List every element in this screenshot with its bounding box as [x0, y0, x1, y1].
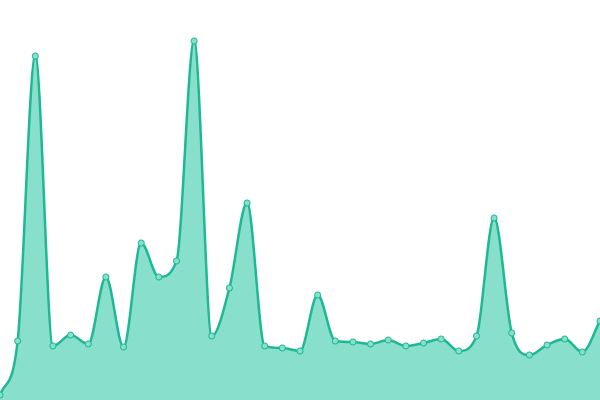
point	[561, 335, 569, 343]
area	[0, 41, 600, 400]
point	[455, 347, 463, 355]
point	[490, 214, 498, 222]
point	[0, 391, 4, 399]
point	[525, 351, 533, 359]
point	[102, 273, 110, 281]
point	[420, 339, 428, 347]
point	[596, 317, 600, 325]
point	[402, 342, 410, 350]
point	[208, 332, 216, 340]
point	[578, 348, 586, 356]
point	[84, 340, 92, 348]
point	[67, 331, 75, 339]
point	[137, 239, 145, 247]
point	[261, 342, 269, 350]
point	[190, 37, 198, 45]
point	[437, 335, 445, 343]
point	[31, 52, 39, 60]
point	[278, 344, 286, 352]
point	[314, 291, 322, 299]
point	[508, 329, 516, 337]
point	[367, 340, 375, 348]
point	[49, 342, 57, 350]
point	[349, 338, 357, 346]
point	[14, 337, 22, 345]
point	[172, 257, 180, 265]
point	[296, 347, 304, 355]
point	[331, 337, 339, 345]
point	[543, 341, 551, 349]
point	[243, 199, 251, 207]
point	[472, 332, 480, 340]
point	[384, 336, 392, 344]
point	[155, 273, 163, 281]
point	[120, 343, 128, 351]
point	[225, 284, 233, 292]
